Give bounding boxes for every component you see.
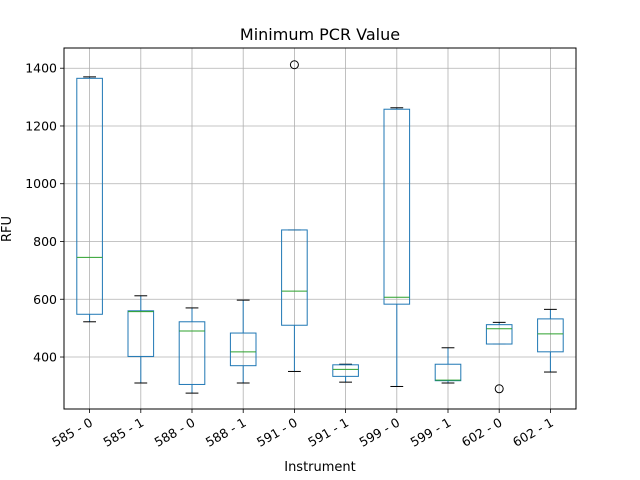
y-tick-label: 1000 — [25, 176, 57, 191]
box-602-0 — [485, 321, 513, 394]
box-iqr — [332, 364, 359, 377]
box-588-0 — [178, 307, 206, 394]
y-axis-ticks: 400 600 800 1000 1200 1400 — [25, 61, 64, 365]
y-tick-label: 600 — [33, 292, 57, 307]
y-axis-label: RFU — [0, 216, 15, 242]
boxes — [76, 60, 564, 394]
box-iqr — [229, 332, 257, 367]
plot-frame — [63, 47, 577, 410]
y-tick-label: 1400 — [25, 61, 57, 76]
box-iqr — [383, 108, 411, 305]
y-tick-label: 800 — [33, 234, 57, 249]
box-599-1 — [434, 347, 462, 384]
box-588-1 — [229, 299, 257, 384]
outlier-point — [289, 60, 299, 70]
box-591-0 — [281, 60, 308, 372]
box-iqr — [178, 321, 206, 385]
outlier-point — [494, 384, 504, 394]
box-iqr — [281, 229, 308, 326]
box-602-1 — [537, 308, 564, 373]
box-iqr — [537, 318, 564, 353]
y-tick-label: 1200 — [25, 118, 57, 133]
x-axis-label: Instrument — [284, 460, 356, 475]
box-585-1 — [127, 295, 155, 384]
box-585-0 — [76, 76, 103, 323]
box-iqr — [76, 77, 103, 315]
box-599-0 — [383, 107, 411, 387]
y-tick-label: 400 — [33, 350, 57, 365]
box-591-1 — [332, 363, 359, 383]
box-iqr — [127, 310, 155, 357]
box-iqr — [485, 324, 513, 345]
chart-title: Minimum PCR Value — [240, 25, 400, 44]
box-iqr — [434, 363, 462, 382]
